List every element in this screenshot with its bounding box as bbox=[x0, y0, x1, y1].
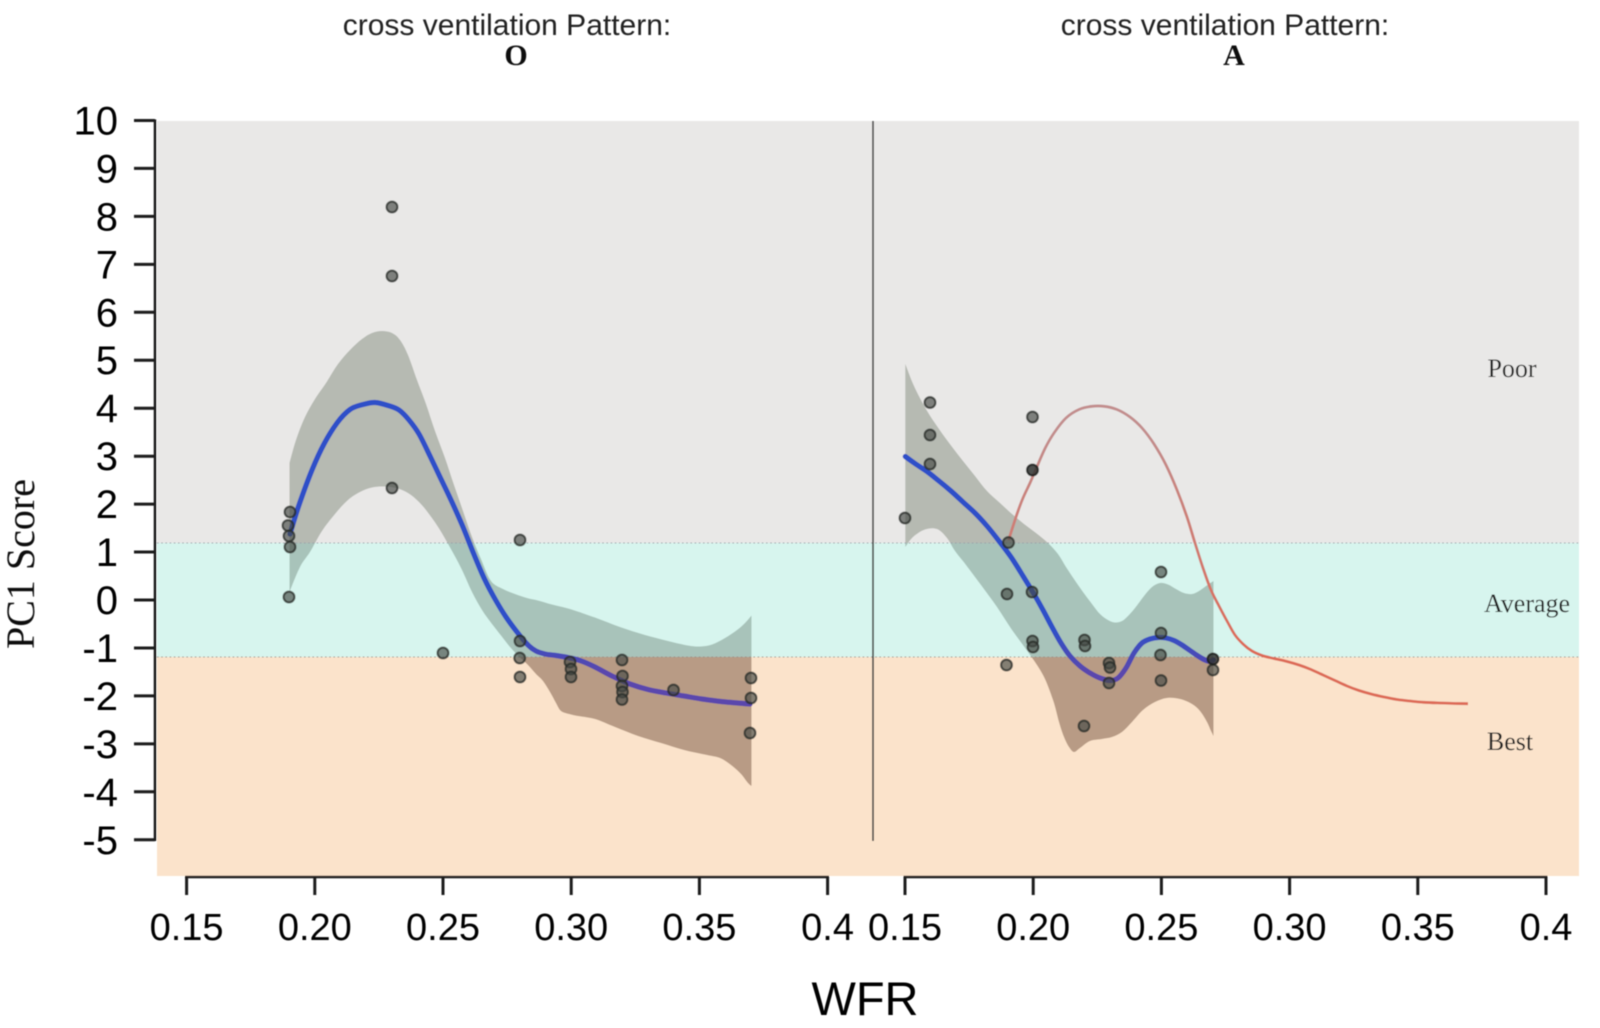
svg-text:-3: -3 bbox=[82, 723, 118, 767]
svg-text:Best: Best bbox=[1487, 727, 1534, 756]
svg-text:A: A bbox=[1223, 39, 1245, 72]
svg-text:0.30: 0.30 bbox=[1253, 907, 1327, 949]
svg-text:Poor: Poor bbox=[1487, 354, 1536, 383]
svg-text:PC1 Score: PC1 Score bbox=[0, 479, 43, 649]
svg-text:0.35: 0.35 bbox=[662, 907, 736, 949]
svg-text:0.20: 0.20 bbox=[996, 907, 1070, 949]
svg-text:8: 8 bbox=[96, 195, 118, 239]
svg-text:0.35: 0.35 bbox=[1381, 907, 1455, 949]
svg-text:-2: -2 bbox=[82, 675, 118, 719]
svg-text:7: 7 bbox=[96, 243, 118, 287]
svg-text:0.25: 0.25 bbox=[406, 907, 480, 949]
svg-text:0.4: 0.4 bbox=[801, 907, 854, 949]
svg-text:WFR: WFR bbox=[811, 972, 918, 1025]
svg-text:O: O bbox=[504, 39, 527, 72]
svg-text:0.15: 0.15 bbox=[150, 907, 224, 949]
svg-text:10: 10 bbox=[74, 100, 119, 144]
svg-text:0.25: 0.25 bbox=[1124, 907, 1198, 949]
svg-text:6: 6 bbox=[96, 291, 118, 335]
svg-text:0: 0 bbox=[96, 579, 118, 623]
svg-text:-5: -5 bbox=[82, 819, 118, 863]
svg-text:1: 1 bbox=[96, 531, 118, 575]
svg-text:Average: Average bbox=[1484, 589, 1570, 618]
svg-text:0.4: 0.4 bbox=[1520, 907, 1573, 949]
svg-text:0.30: 0.30 bbox=[534, 907, 608, 949]
svg-text:cross ventilation Pattern:: cross ventilation Pattern: bbox=[1061, 9, 1390, 42]
svg-text:9: 9 bbox=[96, 147, 118, 191]
svg-text:cross ventilation Pattern:: cross ventilation Pattern: bbox=[343, 9, 672, 42]
svg-text:3: 3 bbox=[96, 435, 118, 479]
svg-text:2: 2 bbox=[96, 483, 118, 527]
svg-text:5: 5 bbox=[96, 339, 118, 383]
svg-text:4: 4 bbox=[96, 387, 118, 431]
svg-text:0.15: 0.15 bbox=[868, 907, 942, 949]
svg-text:0.20: 0.20 bbox=[278, 907, 352, 949]
svg-text:-4: -4 bbox=[82, 771, 118, 815]
svg-text:-1: -1 bbox=[82, 627, 118, 671]
